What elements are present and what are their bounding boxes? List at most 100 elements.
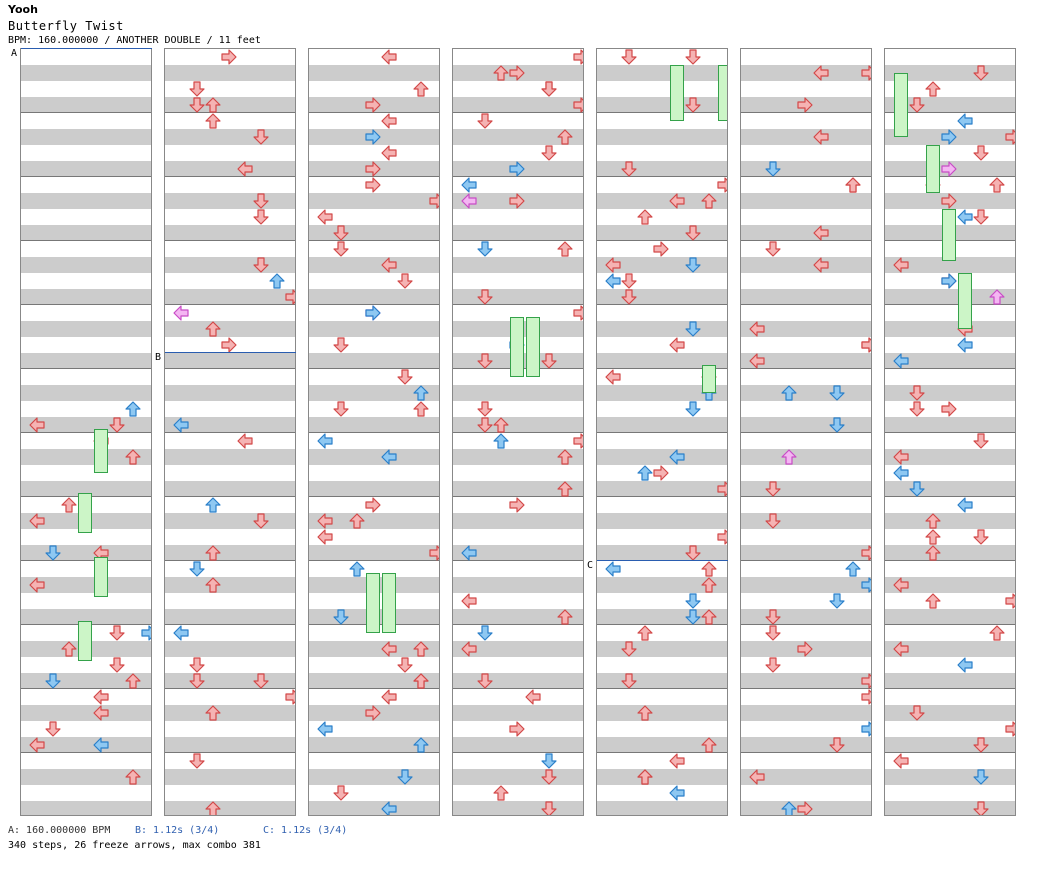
right-arrow-icon [1005,593,1015,609]
left-arrow-icon [381,257,397,273]
down-arrow-icon [765,161,781,177]
right-arrow-icon [717,177,727,193]
measure-line [21,560,151,561]
right-arrow-icon [285,289,295,305]
left-arrow-icon [605,273,621,289]
measure-line [597,304,727,305]
right-arrow-icon [861,545,871,561]
down-arrow-icon [685,545,701,561]
left-arrow-icon [525,689,541,705]
chart-column [164,48,296,816]
down-arrow-icon [621,289,637,305]
measure-line [741,368,871,369]
left-arrow-icon [461,593,477,609]
measure-line [597,240,727,241]
down-arrow-icon [829,417,845,433]
left-arrow-icon [893,753,909,769]
up-arrow-icon [637,465,653,481]
left-arrow-icon [749,353,765,369]
measure-line [453,560,583,561]
measure-line [165,624,295,625]
up-arrow-icon [637,209,653,225]
measure-line [597,496,727,497]
up-arrow-icon [781,801,797,815]
measure-line [453,688,583,689]
right-arrow-icon [509,161,525,177]
chart-column [884,48,1016,816]
chart-column [452,48,584,816]
left-arrow-icon [957,113,973,129]
left-arrow-icon [461,177,477,193]
left-arrow-icon [29,577,45,593]
down-arrow-icon [685,401,701,417]
down-arrow-icon [477,401,493,417]
down-arrow-icon [45,673,61,689]
measure-line [165,368,295,369]
right-arrow-icon [941,273,957,289]
up-arrow-icon [845,177,861,193]
right-arrow-icon [1005,721,1015,737]
measure-line [741,176,871,177]
freeze-arrow-icon [78,621,92,661]
measure-line [309,688,439,689]
chart-info: BPM: 160.000000 / ANOTHER DOUBLE / 11 fe… [8,35,261,46]
freeze-arrow-icon [958,273,972,329]
measure-line [453,752,583,753]
right-arrow-icon [941,401,957,417]
up-arrow-icon [637,769,653,785]
marker-c-line [597,560,728,561]
up-arrow-icon [205,497,221,513]
left-arrow-icon [381,49,397,65]
measure-line [741,624,871,625]
down-arrow-icon [765,513,781,529]
measure-line [453,176,583,177]
left-arrow-icon [813,65,829,81]
measure-line [165,240,295,241]
down-arrow-icon [253,209,269,225]
up-arrow-icon [205,545,221,561]
up-arrow-icon [925,81,941,97]
left-arrow-icon [173,417,189,433]
left-arrow-icon [605,257,621,273]
down-arrow-icon [621,49,637,65]
measure-line [885,560,1015,561]
freeze-arrow-icon [94,429,108,473]
marker-a-label: A [11,48,18,59]
up-arrow-icon [349,561,365,577]
down-arrow-icon [397,769,413,785]
down-arrow-icon [253,257,269,273]
right-arrow-icon [573,97,583,113]
up-arrow-icon [125,673,141,689]
up-arrow-icon [557,481,573,497]
left-arrow-icon [749,769,765,785]
right-arrow-icon [861,721,871,737]
measure-line [885,752,1015,753]
down-arrow-icon [397,369,413,385]
measure-line [309,304,439,305]
left-arrow-icon [669,449,685,465]
measure-line [741,496,871,497]
down-arrow-icon [253,193,269,209]
left-arrow-icon [381,449,397,465]
down-arrow-icon [333,225,349,241]
right-arrow-icon [365,497,381,513]
left-arrow-icon [93,737,109,753]
left-arrow-icon [957,657,973,673]
right-arrow-icon [221,49,237,65]
right-arrow-icon [509,65,525,81]
up-arrow-icon [413,385,429,401]
measure-line [741,240,871,241]
measure-line [597,752,727,753]
freeze-arrow-icon [670,65,684,121]
left-arrow-icon [317,529,333,545]
measure-line [453,496,583,497]
measure-line [741,688,871,689]
left-arrow-icon [669,785,685,801]
right-arrow-icon [573,49,583,65]
measure-line [309,368,439,369]
right-arrow-icon [509,721,525,737]
freeze-arrow-icon [894,73,908,137]
down-arrow-icon [909,705,925,721]
down-arrow-icon [973,769,989,785]
left-arrow-icon [893,577,909,593]
